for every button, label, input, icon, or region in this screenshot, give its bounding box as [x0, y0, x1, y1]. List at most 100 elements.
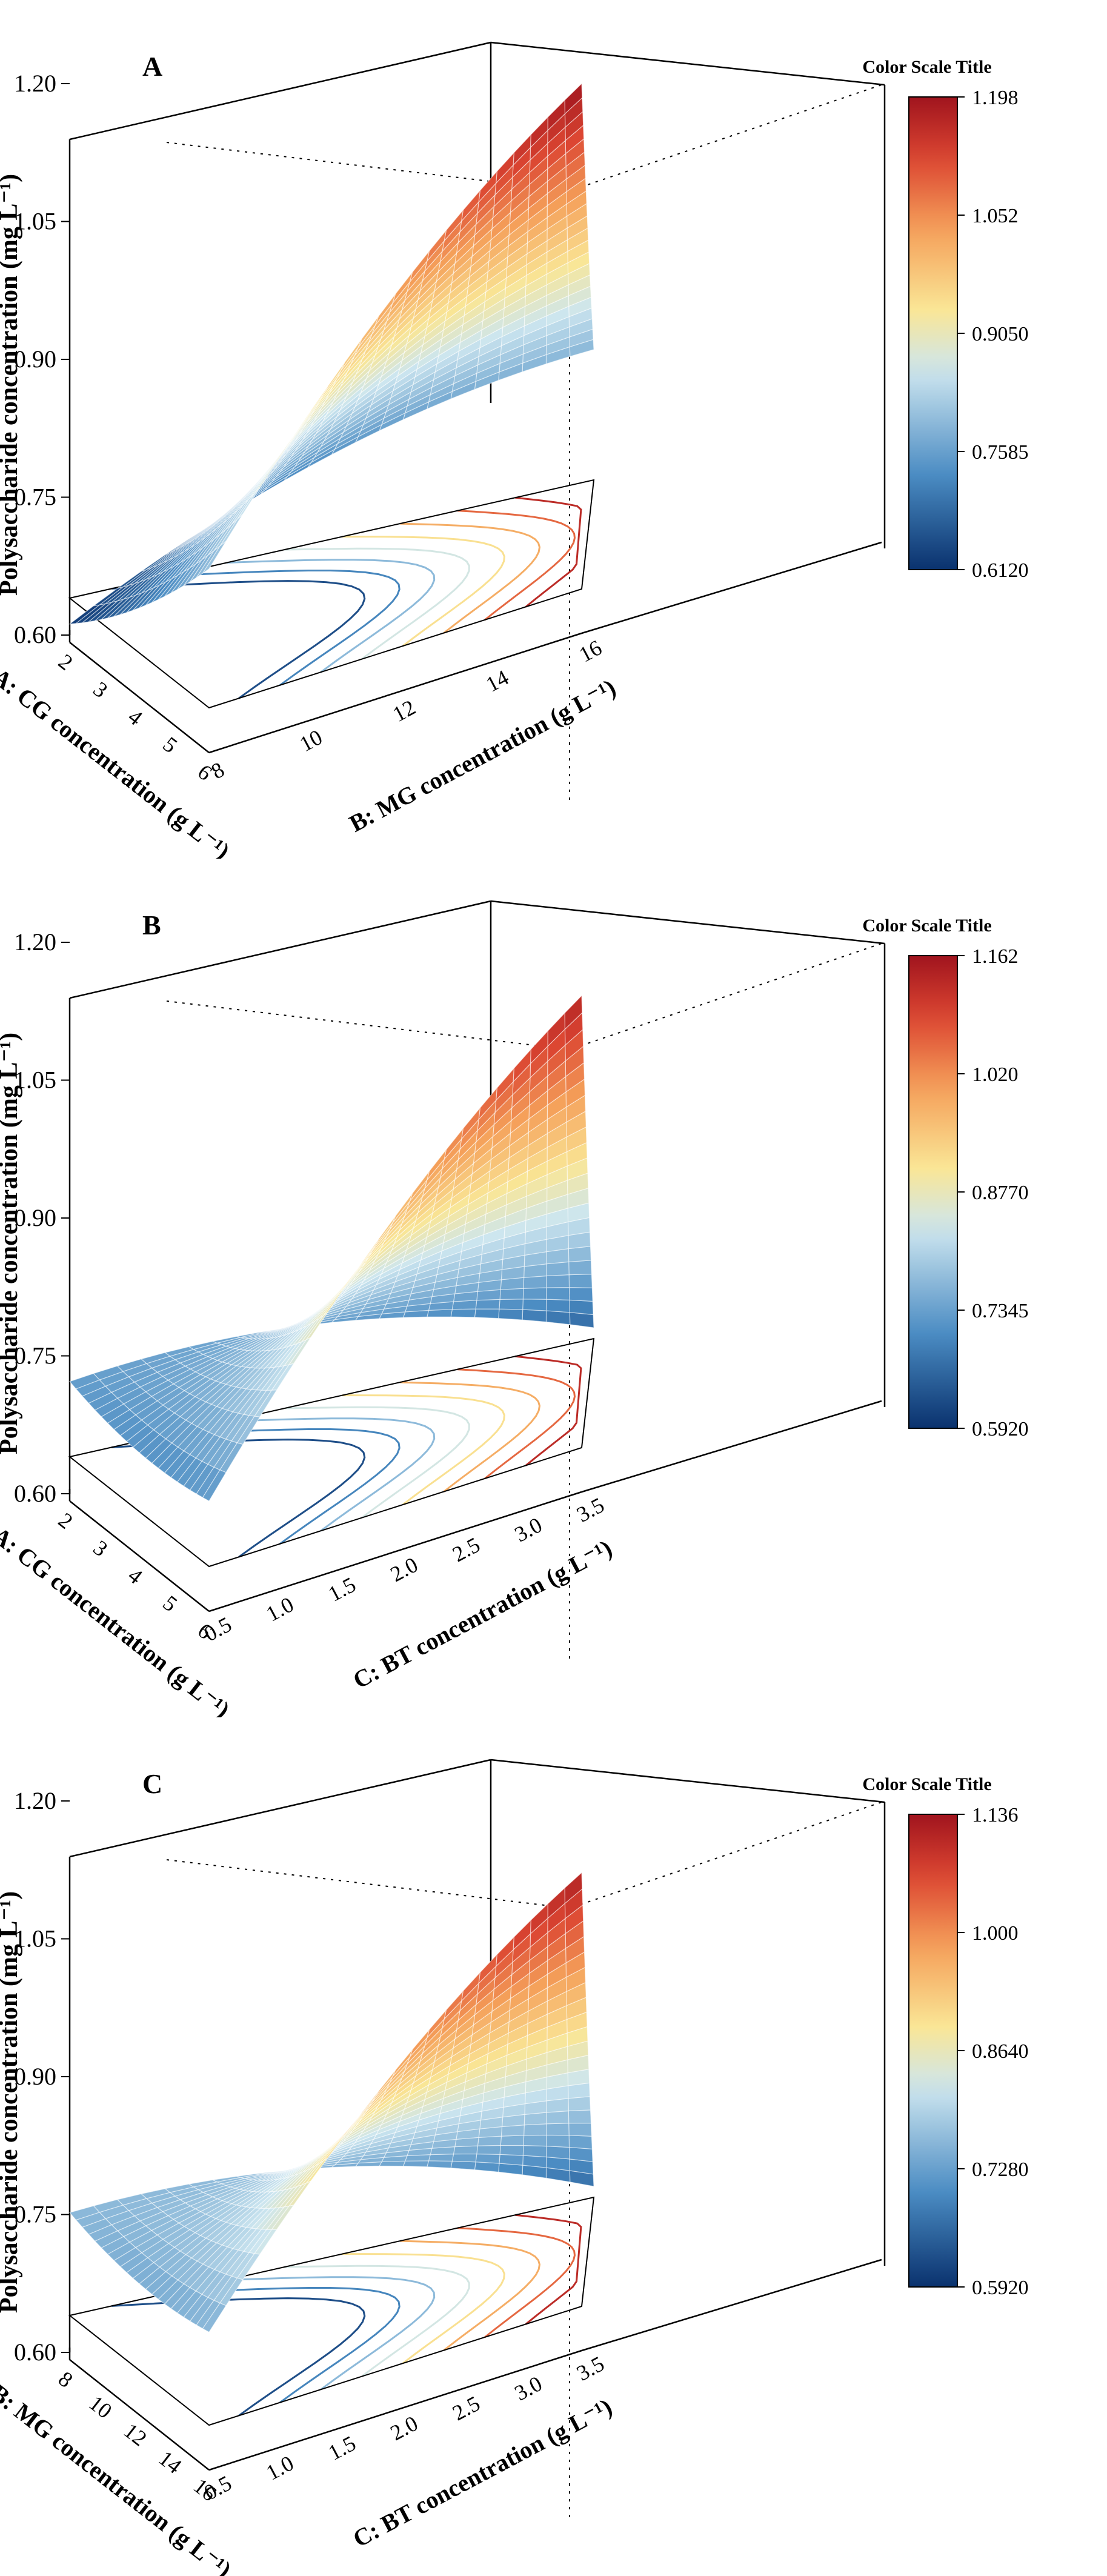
surface-patch [523, 2134, 547, 2147]
surface-patch [523, 2123, 547, 2136]
surface-patch [450, 2160, 476, 2171]
contour-line [399, 1381, 541, 1493]
surface-patch [450, 1308, 476, 1318]
x-tick-label: 14 [154, 2446, 186, 2478]
z-tick-label: 0.60 [14, 621, 56, 648]
z-axis: 0.60 0.75 0.90 1.05 1.20 Polysaccharide conce… [0, 70, 70, 648]
colorbar-ramp [908, 96, 958, 570]
z-tick-label: 1.05 [14, 1067, 56, 1094]
contour-line [515, 496, 582, 608]
contour-floor [68, 1337, 595, 1568]
contour-line [457, 1368, 576, 1480]
z-tick-label: 0.90 [14, 2063, 56, 2090]
y-tick-label: 3.0 [511, 2371, 547, 2405]
right-floor-edge [581, 1400, 882, 1493]
surface-patch [474, 1308, 500, 1319]
z-tick-label: 1.05 [14, 208, 56, 235]
floor-outline [68, 479, 595, 709]
z-tick-label: 1.05 [14, 1925, 56, 1952]
z-tick-label: 1.20 [14, 928, 56, 956]
contour-line [342, 2253, 505, 2365]
y-axis-line [208, 632, 582, 754]
right-floor-edge [581, 541, 882, 634]
y-axis: 0.51.01.52.02.53.03.5C: BT concentration… [200, 2351, 616, 2552]
x-tick-label: 8 [54, 2366, 78, 2392]
y-tick-label: 1.0 [262, 2451, 298, 2484]
right-floor-edge [581, 2258, 882, 2352]
back-left-top-edge [69, 1759, 491, 1858]
x-tick-label: 5 [158, 732, 182, 758]
colorbar-label: 1.162 [972, 945, 1019, 968]
surface-patch [522, 1299, 547, 1311]
contour-line [515, 2214, 582, 2325]
contour-line [227, 1417, 436, 1532]
z-axis: 0.60 0.75 0.90 1.05 1.20 Polysaccharide conce… [0, 1787, 70, 2366]
surface-patch [568, 2146, 593, 2162]
base-box [68, 2258, 882, 2471]
surface-patch [568, 1260, 593, 1276]
contour-line [399, 2240, 541, 2351]
colorbar-label: 0.7345 [972, 1300, 1029, 1322]
colorbar-title: Color Scale Title [862, 916, 991, 936]
y-axis-title: B: MG concentration (g L⁻¹) [345, 674, 620, 837]
y-tick-label: 1.5 [324, 1573, 360, 1606]
surface-patch [499, 2154, 524, 2166]
contour-line [169, 570, 401, 687]
contour-line [227, 559, 436, 673]
ceiling-dotted-guide [166, 943, 882, 1051]
colorbar-label: 1.198 [972, 87, 1019, 109]
x-tick-label: 4 [124, 704, 147, 730]
surface-patch [568, 2109, 592, 2124]
surface-patch [568, 1273, 593, 1288]
back-right-top-edge [490, 1759, 885, 1803]
surface-patch [545, 2145, 570, 2160]
z-tick-label: 0.75 [14, 1342, 56, 1370]
z-tick-label: 0.90 [14, 1204, 56, 1231]
x-tick-label: 3 [88, 677, 112, 703]
z-tick-label: 0.75 [14, 484, 56, 511]
z-tick-label: 0.60 [14, 1480, 56, 1507]
contour-line [515, 1355, 582, 1466]
chart-panel-a: 0.60 0.75 0.90 1.05 1.20 Polysaccharide conce… [0, 41, 1029, 859]
contour-line [342, 1394, 505, 1506]
y-tick-label: 3.5 [573, 1493, 608, 1526]
z-tick-label: 0.90 [14, 345, 56, 373]
back-walls [68, 1759, 886, 2517]
x-axis-line [69, 2359, 210, 2471]
colorbar: Color Scale Title 1.136 1.000 0.8640 0.7280 0… [862, 1774, 1028, 2299]
x-tick-label: 4 [124, 1563, 147, 1589]
surface-patch [202, 2302, 227, 2333]
panel-letter: C [142, 1768, 162, 1799]
y-tick-label: 0.5 [200, 1612, 236, 1646]
z-axis-title: Polysaccharide concentration (mg L⁻¹) [0, 1033, 23, 1454]
z-axis-title: Polysaccharide concentration (mg L⁻¹) [0, 1891, 23, 2313]
y-axis-line [208, 2349, 582, 2471]
y-axis-line [208, 1491, 582, 1612]
base-box [68, 1400, 882, 1612]
y-tick-label: 1.0 [262, 1592, 298, 1626]
surface-patch [500, 2135, 525, 2146]
y-axis-title: C: BT concentration (g L⁻¹) [348, 1534, 616, 1694]
z-axis-title: Polysaccharide concentration (mg L⁻¹) [0, 174, 23, 596]
contour-floor [68, 479, 595, 709]
surface-patch [202, 1469, 227, 1502]
colorbar-label: 0.8640 [972, 2040, 1029, 2063]
surface-patch [522, 1309, 547, 1323]
z-axis: 0.60 0.75 0.90 1.05 1.20 Polysaccharide conce… [0, 928, 70, 1507]
colorbar-ramp [908, 955, 958, 1429]
y-tick-label: 2.5 [448, 2391, 484, 2425]
contour-line [111, 2297, 366, 2417]
surface-patch [569, 1299, 594, 1316]
contour-line [111, 580, 366, 699]
floor-outline [68, 1337, 595, 1568]
contour-line [399, 522, 541, 634]
y-axis: 0.51.01.52.02.53.03.5C: BT concentration… [200, 1493, 616, 1694]
contour-line [457, 510, 576, 621]
back-walls [68, 41, 886, 800]
surface-patch [546, 2110, 570, 2125]
chart-panel-c: 0.60 0.75 0.90 1.05 1.20 Polysaccharide conce… [0, 1759, 1029, 2576]
colorbar-label: 0.5920 [972, 2277, 1029, 2299]
y-tick-label: 10 [296, 725, 327, 756]
surface-patch [568, 1286, 593, 1302]
